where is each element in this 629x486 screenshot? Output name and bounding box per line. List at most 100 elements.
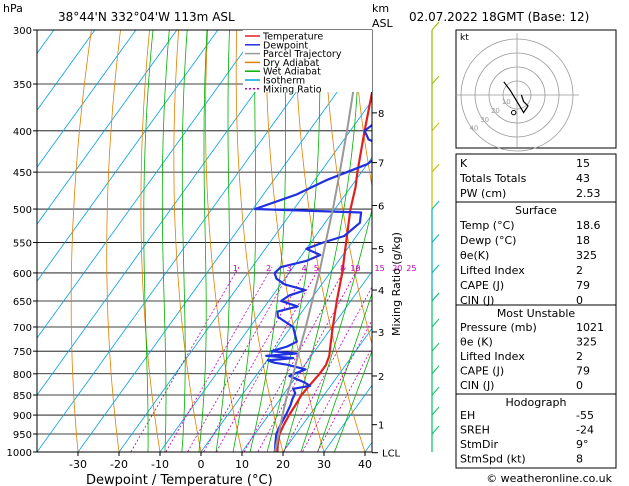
km-tick-label: 3 bbox=[378, 328, 384, 339]
most-unstable-label: θe (K) bbox=[460, 336, 493, 349]
dry-adiabat bbox=[294, 30, 366, 452]
mixing-ratio-line bbox=[283, 286, 372, 452]
wet-adiabat bbox=[300, 207, 372, 452]
dry-adiabat bbox=[106, 30, 121, 452]
mixing-ratio-label: 4 bbox=[302, 264, 307, 273]
y-tick-label: 600 bbox=[13, 269, 32, 280]
x-tick-label: -30 bbox=[69, 458, 87, 471]
y-tick-label: 450 bbox=[13, 168, 32, 179]
hodograph-frame bbox=[455, 29, 617, 149]
surface-value: 18.6 bbox=[576, 219, 601, 232]
most-unstable-label: Pressure (mb) bbox=[460, 321, 537, 334]
hodograph-value: -24 bbox=[576, 424, 594, 437]
surface-value: 325 bbox=[576, 249, 597, 262]
surface-label: θe(K) bbox=[460, 249, 489, 262]
legend-label: Dry Adiabat bbox=[263, 58, 320, 69]
isotherm bbox=[282, 327, 372, 452]
indices-label: K bbox=[460, 157, 468, 170]
indices-label: PW (cm) bbox=[460, 187, 506, 200]
hpa-label: hPa bbox=[3, 2, 23, 15]
y-tick-label: 500 bbox=[13, 205, 32, 216]
isotherm bbox=[159, 156, 372, 452]
hodograph-trace bbox=[503, 81, 529, 114]
y-tick-label: 650 bbox=[13, 297, 32, 308]
legend-label: Isotherm bbox=[263, 76, 305, 87]
hodograph-ring-label: 20 bbox=[491, 107, 500, 115]
mixing-ratio-line bbox=[165, 266, 273, 452]
legend-background bbox=[243, 30, 372, 92]
x-tick-label: 30 bbox=[317, 458, 331, 471]
y-tick-label: 350 bbox=[13, 80, 32, 91]
isotherm bbox=[37, 30, 260, 339]
y-tick-label: 750 bbox=[13, 347, 32, 358]
mixing-ratio-label: 15 bbox=[375, 264, 385, 273]
surface-label: Lifted Index bbox=[460, 264, 525, 277]
most-unstable-value: 79 bbox=[576, 365, 590, 378]
wind-barb bbox=[431, 365, 440, 375]
surface-label: Temp (°C) bbox=[459, 219, 515, 232]
y-tick-label: 700 bbox=[13, 323, 32, 334]
wind-barb bbox=[431, 264, 440, 274]
surface-label: Dewp (°C) bbox=[460, 234, 516, 247]
location-title: 38°44'N 332°04'W 113m ASL bbox=[58, 10, 235, 24]
mixing-ratio-label: 8 bbox=[340, 264, 345, 273]
km-tick-label: 1 bbox=[378, 421, 384, 432]
x-tick-label: -10 bbox=[151, 458, 169, 471]
wind-barb bbox=[431, 163, 440, 173]
y-tick-label: 550 bbox=[13, 238, 32, 249]
hodograph-label: SREH bbox=[460, 424, 490, 437]
copyright: © weatheronline.co.uk bbox=[486, 472, 612, 485]
mixing-ratio-axis-title: Mixing Ratio (g/kg) bbox=[390, 232, 403, 336]
isotherm bbox=[118, 99, 372, 452]
wet-adiabat bbox=[334, 349, 372, 452]
wet-adiabat bbox=[161, 30, 170, 452]
surface-value: 0 bbox=[576, 294, 583, 307]
km-label: km bbox=[372, 2, 389, 15]
series-parcel-trajectory bbox=[273, 30, 364, 452]
km-tick-label: 4 bbox=[378, 286, 384, 297]
hodograph-title: Hodograph bbox=[506, 396, 567, 409]
wind-barb bbox=[431, 425, 440, 435]
isotherm bbox=[241, 270, 372, 452]
hodograph-ring-label: 40 bbox=[469, 125, 478, 133]
datetime-label: 02.07.2022 18GMT (Base: 12) bbox=[409, 10, 589, 24]
isotherm bbox=[37, 30, 137, 168]
surface-label: CIN (J) bbox=[460, 294, 494, 307]
legend-label: Wet Adiabat bbox=[263, 67, 321, 78]
indices-value: 15 bbox=[576, 157, 590, 170]
x-tick-label: 20 bbox=[276, 458, 290, 471]
isotherm bbox=[37, 30, 178, 225]
mixing-ratio-line bbox=[203, 266, 308, 452]
asl-label: ASL bbox=[372, 17, 394, 30]
wind-barb bbox=[431, 75, 440, 85]
indices-label: Totals Totals bbox=[459, 172, 527, 185]
dry-adiabat bbox=[140, 30, 161, 452]
surface-value: 2 bbox=[576, 264, 583, 277]
dry-adiabat bbox=[235, 30, 284, 452]
km-tick-label: 6 bbox=[378, 202, 384, 213]
hodograph-ring-label: 10 bbox=[502, 98, 511, 106]
chart-grid bbox=[37, 30, 629, 469]
hodograph-value: 8 bbox=[576, 453, 583, 466]
y-tick-label: 850 bbox=[13, 391, 32, 402]
wind-barb bbox=[431, 318, 440, 328]
hodograph-value: 9° bbox=[576, 438, 589, 451]
dry-adiabat bbox=[205, 30, 243, 452]
y-tick-label: 800 bbox=[13, 370, 32, 381]
most-unstable-label: CAPE (J) bbox=[460, 365, 504, 378]
hodograph-unit: kt bbox=[460, 33, 469, 43]
wet-adiabat bbox=[198, 30, 208, 452]
surface-value: 18 bbox=[576, 234, 590, 247]
y-tick-label: 400 bbox=[13, 127, 32, 138]
series-temperature bbox=[276, 86, 372, 452]
dry-adiabat bbox=[70, 30, 92, 452]
x-tick-label: 10 bbox=[235, 458, 249, 471]
most-unstable-value: 325 bbox=[576, 336, 597, 349]
mixing-ratio-line bbox=[301, 319, 372, 452]
dry-adiabat bbox=[614, 30, 629, 469]
mixing-ratio-line bbox=[316, 346, 372, 452]
wind-barb bbox=[431, 234, 440, 243]
